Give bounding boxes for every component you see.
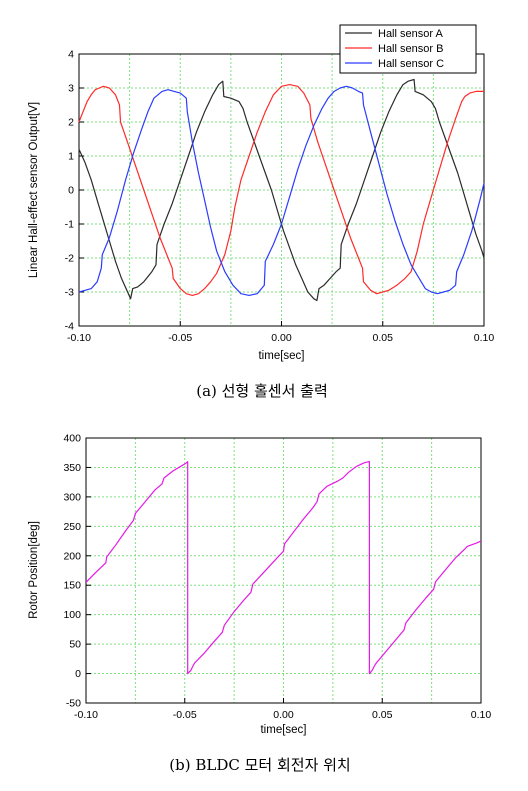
chart-a-xtick-label: 0.05 <box>373 332 394 344</box>
chart-b-series-0-line <box>85 461 482 675</box>
chart-a-xtick-label: -0.05 <box>168 332 192 344</box>
hall-sensor-chart: -0.10 -0.05 0.00 0.05 0.10 -4 -3 -2 -1 0 1 2 3 4 time… <box>28 24 495 400</box>
chart-a-ytick-label: -2 <box>65 253 74 265</box>
chart-a-series <box>78 78 485 302</box>
legend-label: Hall sensor B <box>378 43 443 55</box>
chart-a-ytick-label: 3 <box>68 83 74 95</box>
chart-b-xtick-label: -0.10 <box>74 709 98 721</box>
chart-b-ytick-label: 200 <box>63 550 81 562</box>
chart-b-xtick-label: -0.05 <box>173 709 197 721</box>
chart-b-series <box>85 461 482 675</box>
chart-b-ytick-label: 400 <box>63 433 81 445</box>
chart-b-ytick-label: -50 <box>66 698 81 710</box>
chart-a-ytick-label: -1 <box>65 219 74 231</box>
chart-b-ytick-label: 50 <box>69 639 81 651</box>
legend-items: Hall sensor A Hall sensor B Hall sensor C <box>345 28 444 70</box>
chart-b-ytick-label: 300 <box>63 491 81 503</box>
chart-a-ytick-label: 1 <box>68 151 74 163</box>
hall-sensor-b-line <box>78 83 484 296</box>
legend-label: Hall sensor C <box>378 58 444 70</box>
chart-b-xtick-label: 0.05 <box>372 709 393 721</box>
chart-b-caption: (b) BLDC 모터 회전자 위치 <box>169 756 350 774</box>
chart-b-xtick-label: 0.00 <box>273 709 294 721</box>
chart-b-grid <box>86 438 481 703</box>
chart-a-xtick-label: 0.00 <box>271 332 292 344</box>
chart-a-ytick-label: 2 <box>68 117 74 129</box>
chart-a-xlabel: time[sec] <box>258 350 304 362</box>
hall-sensor-a-line <box>78 78 485 302</box>
chart-a-ticks: -0.10 -0.05 0.00 0.05 0.10 -4 -3 -2 -1 0 1 2 3 4 <box>65 49 495 345</box>
chart-a-ytick-label: 4 <box>68 49 74 61</box>
chart-b-ytick-label: 150 <box>63 580 81 592</box>
chart-a-ytick-label: 0 <box>68 185 74 197</box>
chart-a-caption: (a) 선형 홀센서 출력 <box>196 382 328 400</box>
chart-a-ytick-label: -4 <box>65 321 74 333</box>
hall-sensor-c-line <box>78 85 485 296</box>
chart-b-ticks: -0.10 -0.05 0.00 0.05 0.10 -50 0 50 100 150 200 250… <box>63 433 491 722</box>
chart-b-ytick-label: 350 <box>63 462 81 474</box>
chart-a-legend: Hall sensor A Hall sensor B Hall sensor C <box>339 24 477 74</box>
chart-b-ytick-label: 250 <box>63 521 81 533</box>
chart-b-xtick-label: 0.10 <box>471 709 492 721</box>
chart-b-ytick-label: 0 <box>75 668 81 680</box>
chart-b-ytick-label: 100 <box>63 609 81 621</box>
rotor-position-chart: -0.10 -0.05 0.00 0.05 0.10 -50 0 50 100 150 200 250… <box>28 433 491 775</box>
chart-a-ylabel: Linear Hall-effect sensor Output[V] <box>28 102 40 278</box>
legend-label: Hall sensor A <box>378 28 443 40</box>
chart-a-ytick-label: -3 <box>65 287 74 299</box>
chart-a-xtick-label: 0.10 <box>474 332 495 344</box>
chart-b-xlabel: time[sec] <box>260 724 306 736</box>
chart-b-ylabel: Rotor Position[deg] <box>28 521 40 619</box>
chart-a-xtick-label: -0.10 <box>67 332 91 344</box>
